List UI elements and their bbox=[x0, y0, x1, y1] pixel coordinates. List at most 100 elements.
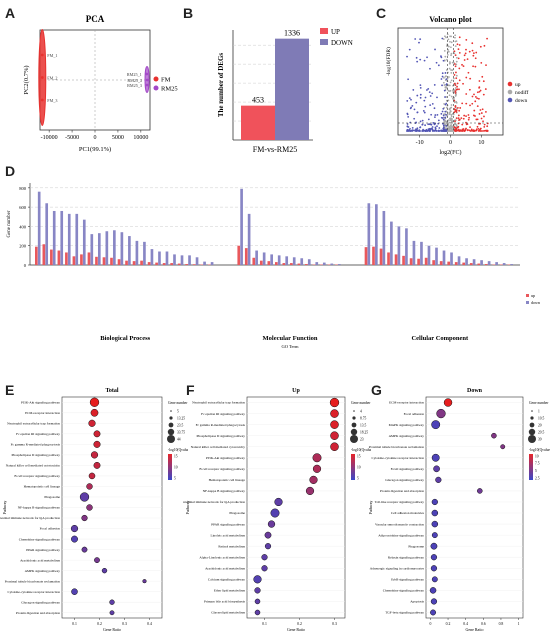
volcano-point bbox=[455, 109, 458, 112]
pathway-bubble bbox=[261, 554, 268, 561]
pathway-label: Intestinal immune network for IgA produc… bbox=[183, 500, 245, 504]
y-tick-label: 400 bbox=[19, 224, 27, 229]
x-tick-label: 0.4 bbox=[147, 622, 152, 626]
pathway-label: Adrenergic signaling in cardiomyocytes bbox=[370, 566, 425, 570]
volcano-point bbox=[449, 46, 452, 49]
volcano-point bbox=[471, 102, 474, 105]
go-bar-up bbox=[102, 257, 106, 265]
volcano-point bbox=[476, 118, 479, 121]
volcano-chart: Volcano plot -10 0 10 log2(FC) -log10(FDR) upn… bbox=[385, 15, 529, 156]
volcano-point bbox=[485, 111, 487, 113]
size-legend-label: 39 bbox=[538, 437, 542, 441]
pathway-bubble bbox=[89, 397, 100, 407]
go-bar-up bbox=[484, 264, 488, 265]
volcano-point bbox=[461, 123, 464, 126]
volcano-point bbox=[461, 130, 464, 132]
volcano-point bbox=[441, 72, 444, 75]
pathway-label: Focal adhesion bbox=[40, 527, 61, 531]
size-legend-title: Gene number bbox=[529, 401, 549, 405]
x-axis-label: Gene Ratio bbox=[465, 627, 483, 632]
size-legend-dot bbox=[353, 410, 355, 412]
pca-point bbox=[40, 98, 44, 102]
go-bar-down bbox=[158, 251, 161, 265]
y-tick-label: 600 bbox=[19, 205, 27, 210]
go-bar-up bbox=[237, 245, 241, 265]
chart-title: Volcano plot bbox=[429, 15, 472, 24]
volcano-point bbox=[454, 65, 457, 68]
volcano-point bbox=[450, 79, 453, 82]
x-tick-label: 0.2 bbox=[297, 622, 302, 626]
volcano-point bbox=[473, 93, 475, 96]
go-bar-up bbox=[469, 263, 473, 265]
legend-label: up bbox=[531, 293, 535, 298]
pathway-label: Phagosome bbox=[229, 511, 245, 515]
pathway-label: Phagosome bbox=[44, 495, 60, 499]
volcano-point bbox=[465, 93, 468, 95]
volcano-point bbox=[483, 123, 486, 126]
volcano-point bbox=[486, 37, 488, 40]
x-tick-label: 0.3 bbox=[332, 622, 337, 626]
legend-swatch bbox=[153, 85, 159, 91]
volcano-point bbox=[438, 130, 441, 132]
volcano-point bbox=[480, 117, 483, 120]
volcano-point bbox=[465, 121, 467, 124]
point-label: RM25_2 bbox=[127, 78, 142, 83]
volcano-point bbox=[462, 117, 465, 120]
volcano-point bbox=[410, 98, 412, 101]
volcano-point bbox=[486, 130, 489, 132]
go-bar-down bbox=[375, 204, 378, 265]
volcano-point bbox=[456, 126, 459, 129]
pathway-bubble bbox=[431, 509, 439, 517]
chart-title: Total bbox=[105, 388, 118, 394]
size-legend-dot bbox=[531, 410, 533, 412]
pathway-label: Phospholipase D signaling pathway bbox=[196, 434, 245, 438]
color-legend-label: 10 bbox=[357, 465, 361, 469]
pathway-bubble bbox=[305, 486, 315, 496]
volcano-point bbox=[444, 116, 447, 119]
pathway-bubble bbox=[309, 475, 318, 484]
panel-letter-e: E bbox=[5, 382, 15, 398]
volcano-point bbox=[413, 117, 416, 120]
volcano-point bbox=[409, 130, 412, 132]
volcano-point bbox=[443, 50, 446, 52]
volcano-point bbox=[440, 78, 443, 80]
pathway-label: Hematopoietic cell lineage bbox=[209, 478, 246, 482]
go-bar-down bbox=[188, 255, 191, 265]
volcano-point bbox=[469, 77, 472, 80]
y-tick-label: 200 bbox=[19, 244, 27, 249]
go-bar-down bbox=[412, 240, 416, 265]
bar-up bbox=[241, 105, 275, 140]
size-legend-label: 18.25 bbox=[360, 430, 368, 434]
x-axis-label: PC1(99.1%) bbox=[79, 146, 111, 153]
go-bar-down bbox=[45, 203, 49, 265]
legend-swatch bbox=[507, 89, 513, 95]
go-bar-up bbox=[87, 252, 91, 265]
x-tick-label: -5000 bbox=[65, 135, 79, 141]
volcano-point bbox=[437, 64, 440, 67]
go-bar-down bbox=[510, 264, 513, 265]
pathway-bubble bbox=[430, 565, 438, 572]
volcano-point bbox=[465, 115, 467, 117]
pathway-label: B cell receptor signaling pathway bbox=[199, 467, 245, 471]
pathway-label: FoxO signaling pathway bbox=[391, 467, 425, 471]
pathway-bubble bbox=[267, 520, 276, 528]
pathway-label: PPAR signaling pathway bbox=[211, 522, 245, 526]
volcano-point bbox=[454, 90, 457, 93]
pathway-label: Retinol metabolism bbox=[218, 544, 245, 548]
go-bar-down bbox=[180, 255, 184, 265]
volcano-point bbox=[483, 125, 486, 128]
volcano-point bbox=[408, 48, 411, 51]
plot-frame bbox=[246, 396, 346, 619]
panel-letter-f: F bbox=[186, 382, 195, 398]
pathway-label: AMPK signaling pathway bbox=[25, 569, 61, 573]
volcano-point bbox=[458, 44, 461, 46]
volcano-point bbox=[450, 106, 453, 109]
pathway-label: Cytokine-cytokine receptor interaction bbox=[7, 590, 60, 594]
volcano-point bbox=[472, 52, 475, 55]
volcano-point bbox=[450, 54, 452, 57]
go-bar-up bbox=[80, 254, 83, 265]
panel-letter-a: A bbox=[5, 5, 16, 21]
go-bar-down bbox=[472, 259, 476, 265]
pathway-bubble bbox=[270, 508, 280, 518]
pathway-bubble bbox=[330, 431, 339, 440]
